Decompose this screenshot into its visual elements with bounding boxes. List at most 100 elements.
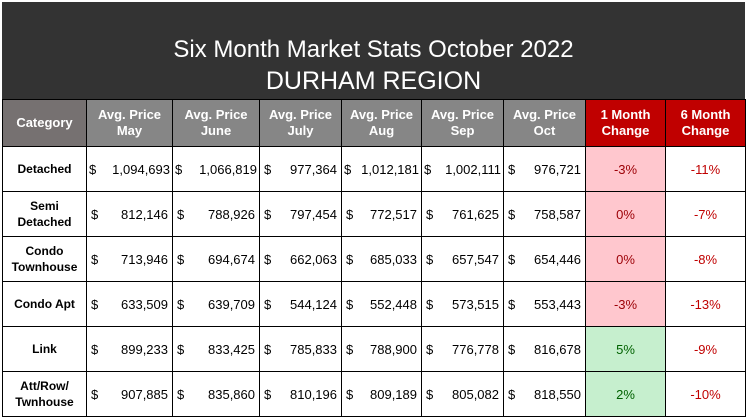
currency-symbol: $: [508, 161, 516, 177]
currency-symbol: $: [177, 341, 185, 357]
currency-symbol: $: [264, 296, 272, 312]
currency-symbol: $: [344, 161, 352, 177]
currency-symbol: $: [91, 341, 99, 357]
currency-symbol: $: [426, 386, 434, 402]
price-value: 812,146: [121, 206, 168, 222]
one-month-change-cell: 5%: [585, 326, 666, 372]
column-header: 6 Month Change: [665, 99, 746, 147]
currency-symbol: $: [177, 296, 185, 312]
currency-symbol: $: [346, 251, 354, 267]
price-value: 662,063: [290, 251, 337, 267]
price-value: 835,860: [208, 386, 255, 402]
price-cell: $654,446: [503, 236, 586, 282]
six-month-change-cell: -7%: [665, 191, 746, 237]
price-value: 899,233: [121, 341, 168, 357]
price-value: 788,926: [208, 206, 255, 222]
category-label: Townhouse: [11, 260, 78, 274]
price-value: 907,885: [121, 386, 168, 402]
column-header-text: Avg. Price: [268, 107, 333, 122]
price-value: 657,547: [452, 251, 499, 267]
price-value: 805,082: [452, 386, 499, 402]
price-cell: $553,443: [503, 281, 586, 327]
region-title: DURHAM REGION: [265, 67, 482, 95]
table-body: Detached $1,094,693 $1,066,819 $977,364 $1,0…: [2, 146, 746, 417]
currency-symbol: $: [264, 341, 272, 357]
column-header: Avg. Price Aug: [341, 99, 422, 147]
currency-symbol: $: [177, 251, 185, 267]
price-cell: $713,946: [86, 236, 173, 282]
price-value: 772,517: [370, 206, 417, 222]
price-value: 685,033: [370, 251, 417, 267]
category-label: Condo Apt: [14, 297, 75, 311]
price-cell: $758,587: [503, 191, 586, 237]
price-cell: $1,094,693: [86, 146, 173, 192]
currency-symbol: $: [89, 161, 97, 177]
price-cell: $573,515: [421, 281, 504, 327]
price-value: 797,454: [290, 206, 337, 222]
price-value: 816,678: [534, 341, 581, 357]
column-header-text: Oct: [533, 123, 556, 138]
six-month-change-cell: -8%: [665, 236, 746, 282]
column-header: Avg. Price July: [259, 99, 342, 147]
currency-symbol: $: [91, 386, 99, 402]
currency-symbol: $: [508, 296, 516, 312]
column-header-text: Avg. Price: [97, 107, 162, 122]
price-cell: $662,063: [259, 236, 342, 282]
price-cell: $835,860: [172, 371, 260, 417]
price-cell: $977,364: [259, 146, 342, 192]
currency-symbol: $: [177, 206, 185, 222]
column-header-text: Aug: [368, 123, 395, 138]
market-stats-table: Category Avg. Price May Avg. Price June Avg. …: [2, 99, 746, 417]
category-cell: Semi Detached: [2, 191, 87, 237]
price-value: 833,425: [208, 341, 255, 357]
price-value: 788,900: [370, 341, 417, 357]
price-value: 544,124: [290, 296, 337, 312]
currency-symbol: $: [175, 161, 183, 177]
column-header-text: May: [116, 123, 143, 138]
column-header: 1 Month Change: [585, 99, 666, 147]
price-value: 1,012,181: [361, 161, 419, 177]
category-label: Detached: [17, 215, 72, 229]
price-cell: $812,146: [86, 191, 173, 237]
report-title: Six Month Market Stats October 2022: [173, 36, 574, 63]
currency-symbol: $: [346, 296, 354, 312]
one-month-change-cell: -3%: [585, 146, 666, 192]
category-cell: Condo Townhouse: [2, 236, 87, 282]
price-cell: $1,066,819: [172, 146, 260, 192]
column-header-text: July: [287, 123, 314, 138]
category-label: Detached: [17, 162, 72, 176]
currency-symbol: $: [426, 341, 434, 357]
price-value: 713,946: [121, 251, 168, 267]
price-cell: $633,509: [86, 281, 173, 327]
price-cell: $639,709: [172, 281, 260, 327]
currency-symbol: $: [346, 206, 354, 222]
price-cell: $809,189: [341, 371, 422, 417]
category-label: Semi: [30, 199, 59, 213]
currency-symbol: $: [508, 206, 516, 222]
price-cell: $907,885: [86, 371, 173, 417]
category-cell: Condo Apt: [2, 281, 87, 327]
price-cell: $805,082: [421, 371, 504, 417]
price-cell: $785,833: [259, 326, 342, 372]
category-label: Link: [32, 342, 57, 356]
six-month-change-cell: -10%: [665, 371, 746, 417]
price-value: 1,002,111: [445, 161, 501, 177]
category-label: Condo: [25, 244, 64, 258]
price-value: 1,066,819: [199, 161, 257, 177]
price-value: 810,196: [290, 386, 337, 402]
currency-symbol: $: [508, 386, 516, 402]
price-cell: $899,233: [86, 326, 173, 372]
price-cell: $833,425: [172, 326, 260, 372]
price-cell: $788,926: [172, 191, 260, 237]
currency-symbol: $: [91, 206, 99, 222]
table-row: Semi Detached $812,146 $788,926 $797,454 $772…: [2, 191, 746, 237]
column-header-text: Change: [601, 123, 650, 138]
column-header-text: Avg. Price: [184, 107, 248, 122]
price-cell: $818,550: [503, 371, 586, 417]
six-month-change-cell: -11%: [665, 146, 746, 192]
column-header-text: 1 Month: [600, 107, 651, 122]
category-label: Att/Row/: [20, 379, 69, 393]
title-banner: Six Month Market Stats October 2022 DURH…: [2, 2, 745, 99]
price-cell: $776,778: [421, 326, 504, 372]
price-value: 758,587: [534, 206, 581, 222]
